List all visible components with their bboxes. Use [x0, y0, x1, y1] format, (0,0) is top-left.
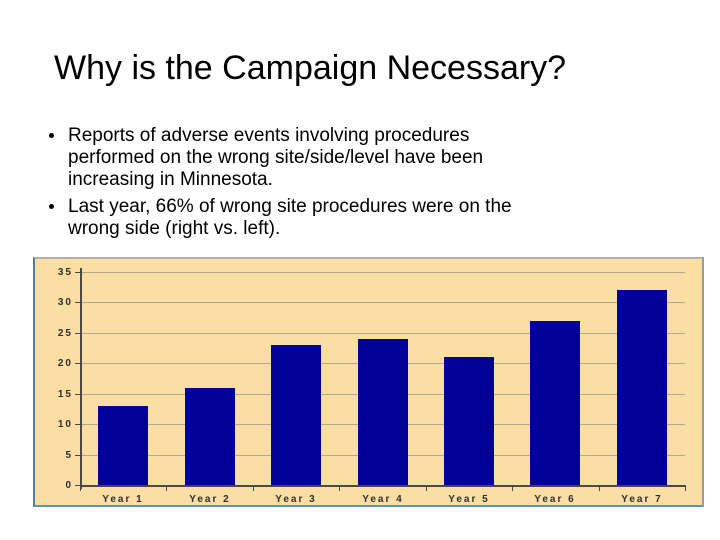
- x-axis-tick: [166, 485, 167, 491]
- y-axis-tick: [75, 272, 80, 273]
- x-axis-tick-label: Year 2: [189, 494, 231, 505]
- x-axis-tick: [80, 485, 81, 491]
- slide-title: Why is the Campaign Necessary?: [54, 49, 567, 87]
- y-axis-tick: [75, 485, 80, 486]
- x-axis-tick-label: Year 5: [448, 494, 490, 505]
- x-axis-tick: [685, 485, 686, 491]
- y-axis-tick-label: 5: [65, 449, 73, 461]
- bar-year-3: [271, 345, 321, 485]
- y-axis-tick-label: 30: [57, 297, 73, 309]
- bullet-icon: [49, 204, 54, 209]
- bar-year-6: [530, 321, 580, 485]
- y-axis-tick: [75, 393, 80, 395]
- bullet-text: Last year, 66% of wrong site procedures …: [68, 196, 512, 239]
- bar-year-2: [185, 388, 235, 485]
- bar-year-5: [444, 357, 494, 485]
- y-axis-tick-label: 0: [65, 480, 73, 491]
- x-axis-tick: [339, 485, 340, 491]
- x-axis-tick: [426, 485, 427, 491]
- x-axis-tick-label: Year 1: [102, 494, 144, 505]
- y-axis-tick: [75, 363, 80, 365]
- y-axis-tick-label: 25: [57, 327, 73, 339]
- y-axis-tick: [75, 454, 80, 456]
- y-axis-tick-label: 10: [57, 419, 73, 431]
- y-axis-tick-label: 20: [57, 358, 73, 370]
- x-axis-tick-label: Year 3: [275, 494, 317, 505]
- y-axis-line: [80, 268, 82, 489]
- y-axis-tick: [75, 332, 80, 334]
- y-axis-tick-label: 35: [57, 267, 73, 278]
- bullet-icon: [49, 133, 54, 138]
- gridline: [80, 332, 685, 334]
- bullet-item: Last year, 66% of wrong site procedures …: [46, 196, 560, 240]
- y-axis-tick: [75, 302, 80, 304]
- x-axis-tick-label: Year 7: [621, 494, 663, 505]
- wrong-site-incidents-bar-chart: 0 5 10 15 20 25 30 35 Year 1 Year 2 Year 3 Year 4 Ye…: [33, 257, 704, 507]
- x-axis-tick: [599, 485, 600, 491]
- x-axis-tick: [253, 485, 254, 491]
- gridline: [80, 272, 685, 273]
- bar-year-7: [617, 290, 667, 485]
- bullet-item: Reports of adverse events involving proc…: [46, 125, 560, 191]
- x-axis-tick: [512, 485, 513, 491]
- bar-year-1: [98, 406, 148, 485]
- x-axis-line: [80, 485, 685, 487]
- bar-year-4: [358, 339, 408, 485]
- y-axis-tick-label: 15: [57, 388, 73, 400]
- x-axis-tick-label: Year 4: [362, 494, 404, 505]
- gridline: [80, 302, 685, 304]
- bullet-list: Reports of adverse events involving proc…: [46, 125, 560, 245]
- bullet-text: Reports of adverse events involving proc…: [68, 125, 484, 190]
- x-axis-tick-label: Year 6: [534, 494, 576, 505]
- y-axis-tick: [75, 424, 80, 426]
